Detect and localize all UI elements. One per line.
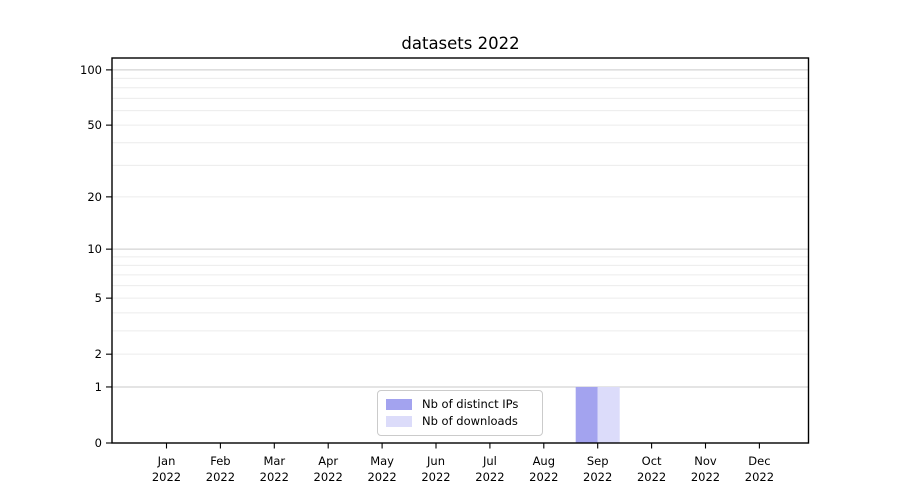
x-tick-label-year: 2022 bbox=[583, 470, 612, 484]
x-tick-label-month: May bbox=[370, 454, 394, 468]
y-tick-label: 50 bbox=[87, 118, 102, 132]
legend-label-distinct-ips: Nb of distinct IPs bbox=[422, 397, 519, 412]
x-tick-label-year: 2022 bbox=[367, 470, 396, 484]
x-tick-label-month: Aug bbox=[533, 454, 555, 468]
x-tick-label-year: 2022 bbox=[475, 470, 504, 484]
x-tick-label-month: Oct bbox=[642, 454, 662, 468]
bar-distinct-ips bbox=[575, 386, 598, 443]
x-tick-label-month: Nov bbox=[694, 454, 717, 468]
x-tick-label-year: 2022 bbox=[745, 470, 774, 484]
x-tick-label-month: Sep bbox=[587, 454, 609, 468]
x-tick-label-year: 2022 bbox=[152, 470, 181, 484]
x-tick-label-month: Jan bbox=[157, 454, 176, 468]
y-tick-label: 10 bbox=[87, 242, 102, 256]
x-tick-label-year: 2022 bbox=[314, 470, 343, 484]
legend-item-downloads: Nb of downloads bbox=[386, 415, 542, 428]
x-tick-label-year: 2022 bbox=[206, 470, 235, 484]
legend-label-downloads: Nb of downloads bbox=[422, 414, 518, 428]
x-tick-label-year: 2022 bbox=[691, 470, 720, 484]
legend: Nb of distinct IPs Nb of downloads bbox=[377, 390, 543, 436]
x-tick-label-month: Apr bbox=[318, 454, 338, 468]
y-tick-label: 20 bbox=[87, 190, 102, 204]
legend-swatch-downloads-icon bbox=[386, 415, 412, 427]
x-tick-label-month: Feb bbox=[210, 454, 230, 468]
y-tick-label: 1 bbox=[95, 380, 102, 394]
axes-frame bbox=[111, 57, 810, 444]
x-tick-label-month: Mar bbox=[263, 454, 285, 468]
x-tick-label-year: 2022 bbox=[637, 470, 666, 484]
x-tick-label-month: Dec bbox=[748, 454, 770, 468]
y-tick-label: 2 bbox=[95, 347, 102, 361]
x-tick-label-year: 2022 bbox=[421, 470, 450, 484]
chart-title: datasets 2022 bbox=[401, 34, 520, 53]
x-tick-label-month: Jul bbox=[482, 454, 497, 468]
y-tick-label: 5 bbox=[95, 291, 102, 305]
legend-item-distinct-ips: Nb of distinct IPs bbox=[386, 398, 542, 411]
x-tick-label-month: Jun bbox=[426, 454, 445, 468]
y-tick-label: 100 bbox=[80, 63, 102, 77]
x-tick-label-year: 2022 bbox=[529, 470, 558, 484]
x-tick-label-year: 2022 bbox=[260, 470, 289, 484]
bar-downloads bbox=[597, 386, 620, 443]
y-tick-label: 0 bbox=[95, 436, 102, 450]
legend-swatch-distinct-ips-icon bbox=[386, 399, 412, 411]
